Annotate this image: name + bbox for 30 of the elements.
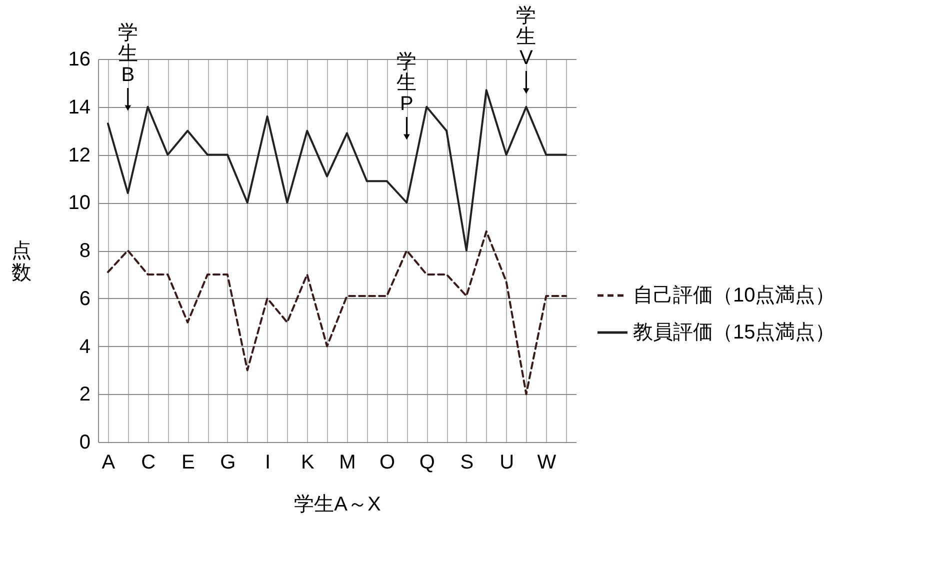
- x-tick-label: W: [537, 452, 556, 474]
- y-tick-label: 6: [79, 288, 90, 310]
- legend-label: 自己評価（10点満点）: [633, 284, 836, 306]
- x-tick-label: A: [102, 452, 116, 474]
- x-tick-label: E: [181, 452, 195, 474]
- y-tick-label: 2: [79, 384, 90, 406]
- x-tick-label: S: [460, 452, 474, 474]
- y-axis-title: 点数: [11, 240, 32, 284]
- x-tick-label: O: [380, 452, 396, 474]
- y-tick-label: 12: [68, 144, 90, 166]
- annotation: 学生P: [396, 51, 417, 115]
- x-tick-label: C: [141, 452, 156, 474]
- line-series: [106, 89, 568, 252]
- x-tick-label: U: [500, 452, 514, 474]
- x-tick-label: Q: [419, 452, 435, 474]
- line-series: [106, 230, 568, 396]
- y-tick-label: 8: [79, 240, 90, 262]
- x-tick-label: M: [339, 452, 356, 474]
- x-tick-label: I: [265, 452, 271, 474]
- legend-label: 教員評価（15点満点）: [633, 322, 836, 344]
- y-tick-label: 16: [68, 48, 90, 70]
- x-axis-title: 学生A～X: [294, 494, 381, 516]
- y-tick-label: 0: [79, 432, 90, 454]
- y-tick-label: 4: [79, 336, 90, 358]
- annotation: 学生V: [516, 5, 536, 69]
- x-tick-label: G: [220, 452, 236, 474]
- annotation: 学生B: [118, 22, 138, 86]
- y-tick-label: 10: [68, 192, 90, 214]
- x-tick-label: K: [300, 452, 315, 474]
- y-tick-label: 14: [68, 96, 90, 118]
